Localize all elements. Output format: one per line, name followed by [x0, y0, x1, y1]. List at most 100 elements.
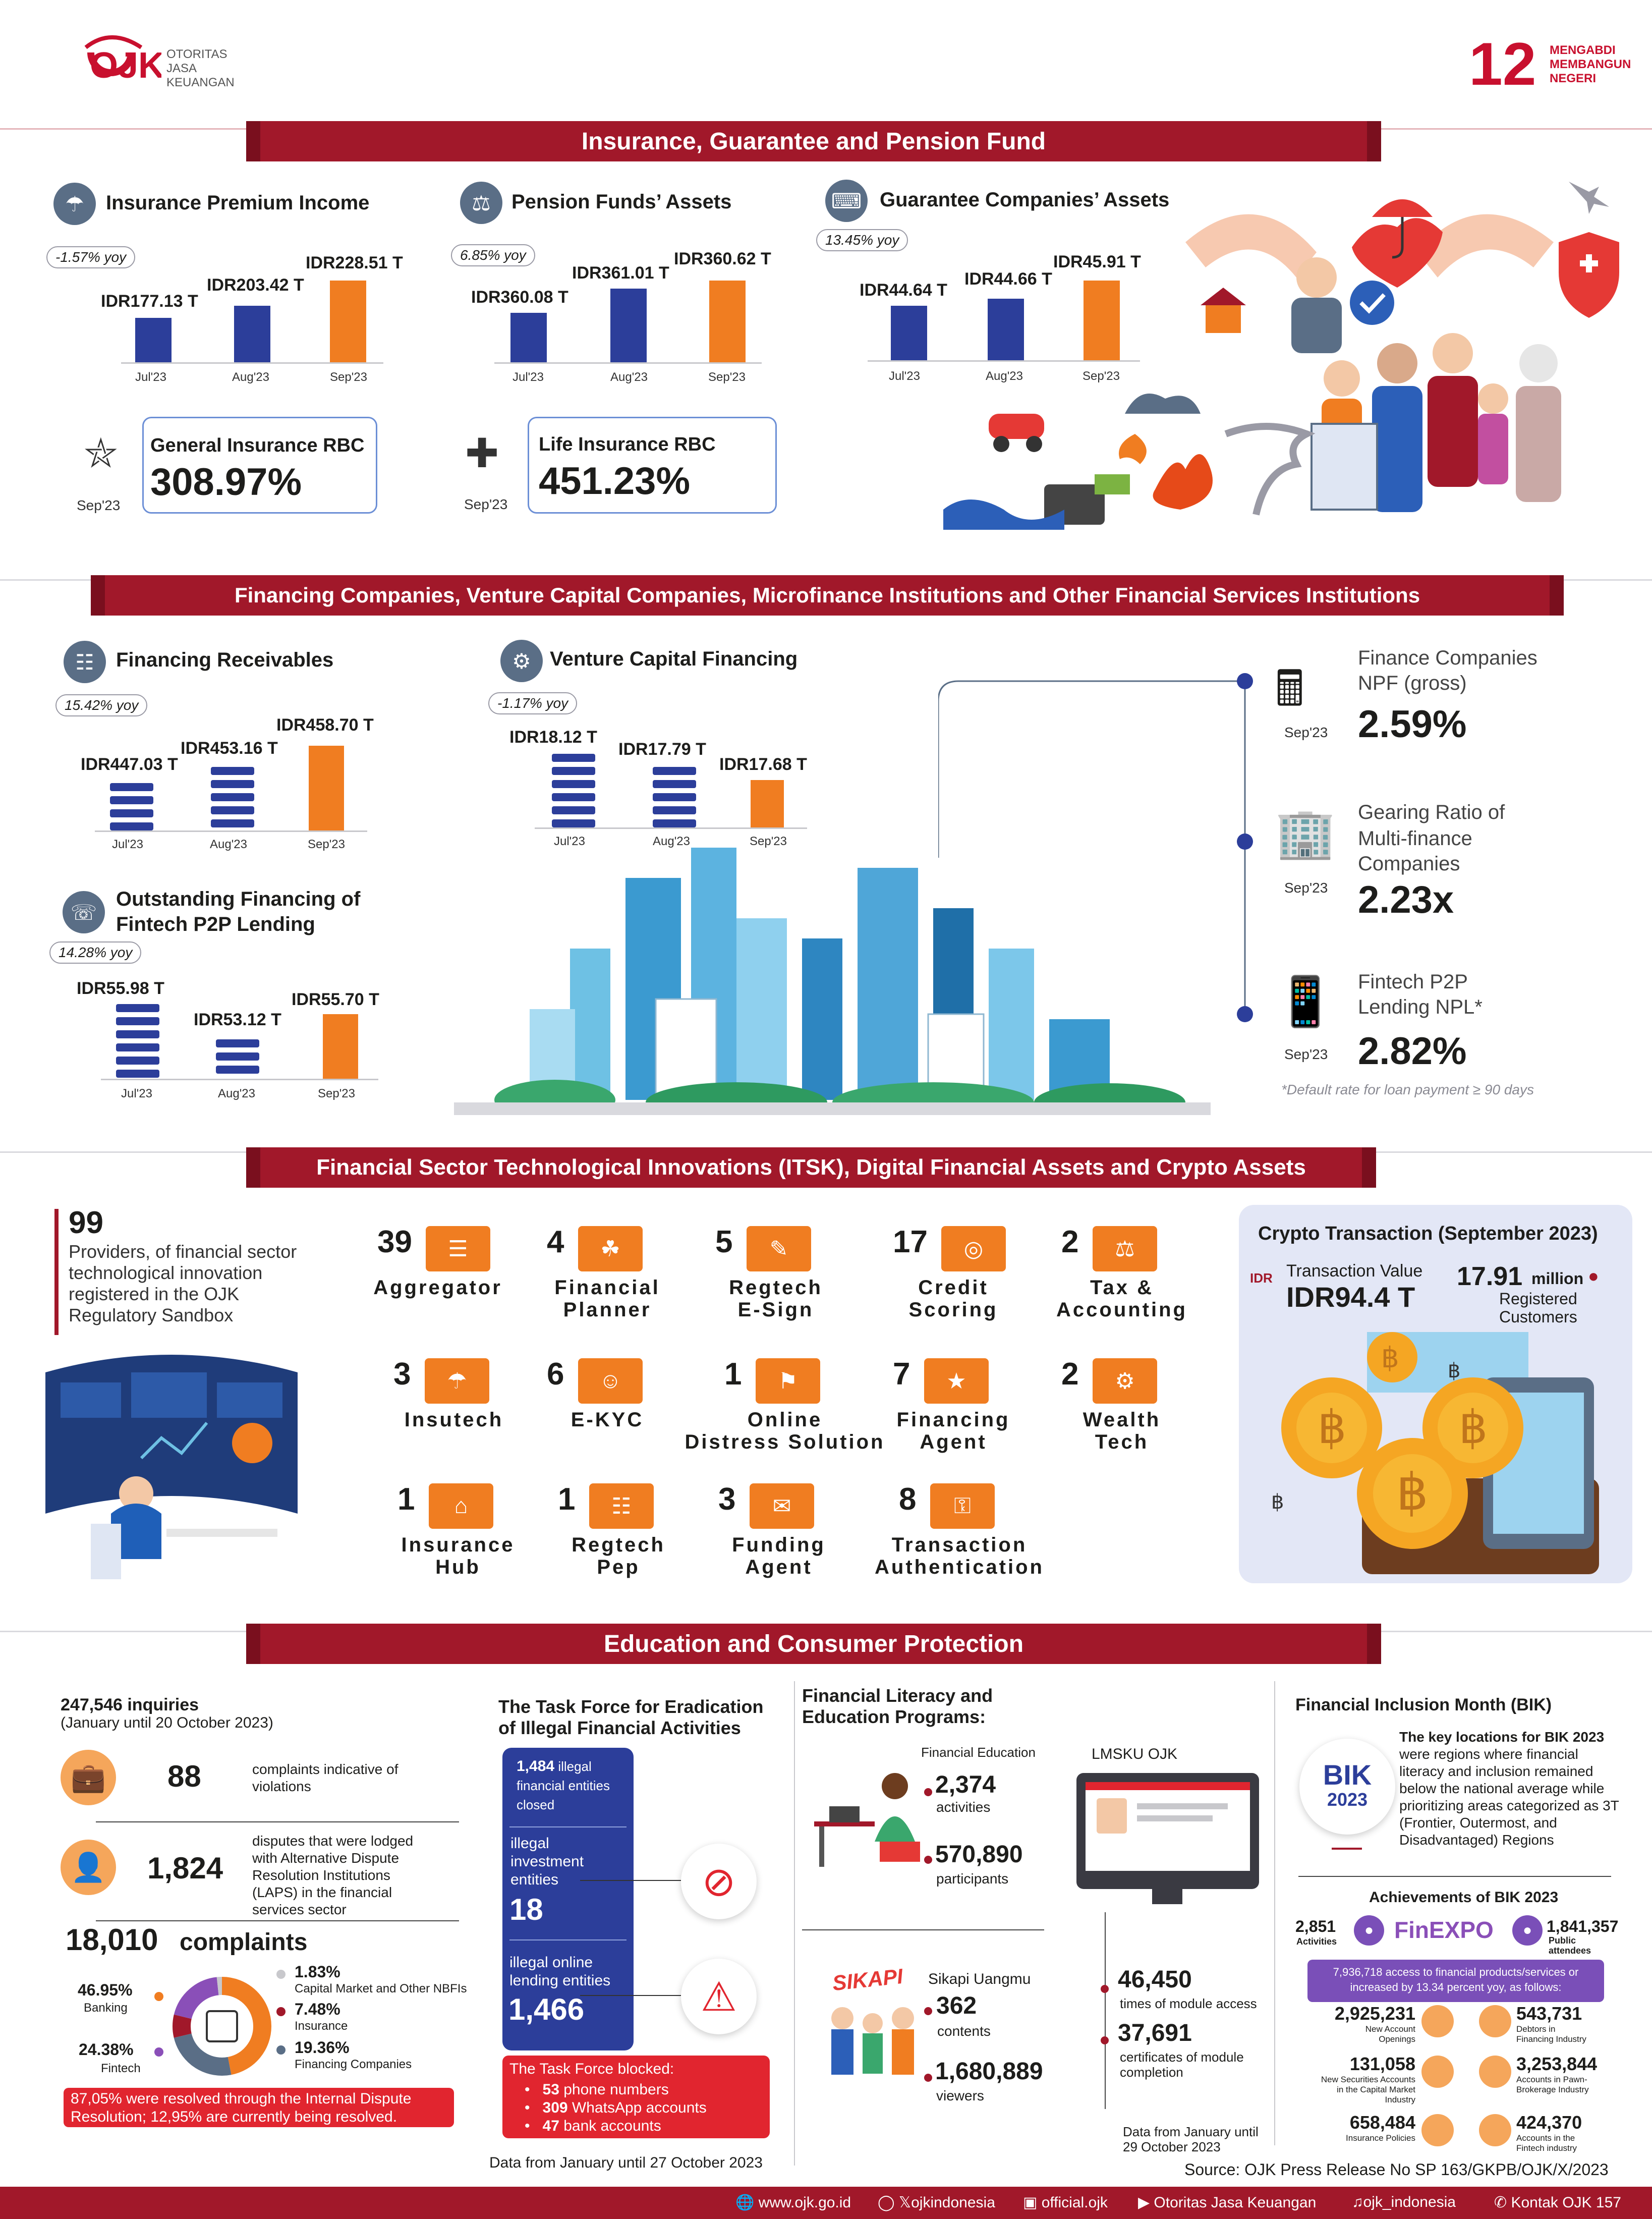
fintech-value-jul: IDR55.98 T — [77, 979, 164, 998]
receivables-month-jul: Jul'23 — [112, 838, 143, 851]
npf-month: Sep'23 — [1284, 725, 1328, 740]
c88-text-2: violations — [252, 1779, 311, 1794]
c1824-num: 1,824 — [147, 1851, 223, 1885]
fe-participants: 570,890 — [935, 1841, 1023, 1868]
anniversary-logo: 12 — [1469, 30, 1536, 98]
bik-stat-icon — [1479, 2056, 1511, 2088]
itsk-category-label: Regtech E-Sign — [665, 1277, 887, 1321]
bik-stat-label-1: Accounts in Pawn- — [1516, 2075, 1587, 2084]
guarantee-bar-aug — [988, 299, 1024, 360]
certificates-label-1: certificates of module — [1120, 2049, 1244, 2065]
itsk-label-line-1: Tax & — [1090, 1277, 1154, 1299]
bik-public: 1,841,357 — [1547, 1917, 1619, 1935]
sikapi-viewers: 1,680,889 — [935, 2058, 1043, 2085]
bik-stat-icon — [1421, 2005, 1454, 2037]
certificates: 37,691 — [1118, 2020, 1192, 2046]
bik-stat-label-2: Openings — [1379, 2034, 1415, 2044]
warning-phone-icon: ⚠ — [681, 1959, 757, 2034]
activities-icon: ● — [1354, 1915, 1384, 1946]
guarantee-yoy: 13.45% yoy — [816, 229, 908, 251]
itsk-label-line-1: Regtech — [572, 1534, 665, 1556]
footer-phone[interactable]: ✆ Kontak OJK 157 — [1494, 2194, 1621, 2211]
pension-bar-aug — [610, 289, 647, 362]
itsk-category-label: Insutech — [343, 1409, 565, 1431]
general-rbc-label: General Insurance RBC — [150, 435, 365, 456]
guarantee-value-aug: IDR44.66 T — [964, 269, 1052, 289]
bik-text-5: prioritizing areas categorized as 3T — [1399, 1798, 1619, 1813]
sikapi-family-illustration — [822, 1998, 923, 2089]
itsk-category-label: Online Distress Solution — [674, 1409, 896, 1453]
financing-pct: 19.36% — [295, 2038, 350, 2057]
crypto-cust-value: 17.91 — [1457, 1262, 1523, 1291]
itsk-category-icon: ⚿ — [930, 1483, 995, 1529]
premium-icon: ☂ — [53, 183, 96, 225]
pension-month-jul: Jul'23 — [512, 370, 544, 384]
footer-web[interactable]: 🌐 www.ojk.go.id — [735, 2194, 851, 2211]
itsk-count: 3 — [393, 1357, 411, 1392]
footer-facebook[interactable]: ▣ official.ojk — [1023, 2194, 1108, 2211]
providers-text-3: registered in the OJK — [69, 1284, 240, 1304]
svg-text:฿: ฿ — [1459, 1401, 1488, 1454]
sikapi-contents: 362 — [936, 1992, 977, 2019]
gearing-label-3: Companies — [1358, 853, 1460, 875]
providers-text-1: Providers, of financial sector — [69, 1241, 297, 1262]
itsk-category-label: Regtech Pep — [507, 1534, 729, 1578]
bik-stat-label-1: Accounts in the — [1516, 2133, 1575, 2143]
taskforce-title-2: of Illegal Financial Activities — [498, 1717, 741, 1738]
pension-bar-jul — [510, 313, 547, 362]
fintech-value-aug: IDR53.12 T — [194, 1010, 281, 1029]
itsk-label-line-2: Agent — [745, 1556, 813, 1578]
svg-text:฿: ฿ — [1448, 1359, 1460, 1382]
receivables-bar-sep — [309, 746, 344, 830]
itsk-category-icon: ☰ — [426, 1226, 490, 1271]
footer-x[interactable]: ◯ 𝕏ojkindonesia — [878, 2194, 995, 2211]
anniv-text-2: MEMBANGUN — [1550, 58, 1631, 71]
banking-label: Banking — [84, 2001, 128, 2015]
itsk-label-line-1: Insutech — [404, 1409, 504, 1431]
bik-public-label-2: attendees — [1549, 1946, 1591, 1956]
complaint-folder-icon: 💼 — [61, 1750, 116, 1805]
bik-stat-label-1: New Securities Accounts — [1321, 2075, 1415, 2084]
bik-badge: BIK 2023 — [1299, 1739, 1395, 1835]
pension-value-aug: IDR361.01 T — [572, 263, 669, 283]
complaints-label: complaints — [180, 1929, 308, 1956]
fintech-month-aug: Aug'23 — [218, 1087, 255, 1100]
connector-line — [938, 673, 1253, 1022]
itsk-label-line-1: Funding — [732, 1534, 826, 1556]
fintech-month-jul: Jul'23 — [121, 1087, 152, 1100]
bik-stat-label-1: Insurance Policies — [1346, 2133, 1415, 2143]
inquiries-period: (January until 20 October 2023) — [61, 1714, 273, 1731]
blocked-item-1: • 53 phone numbers — [525, 2081, 669, 2098]
itsk-label-line-2: Authentication — [875, 1556, 1044, 1578]
premium-value-jul: IDR177.13 T — [101, 292, 198, 311]
bitcoin-phone-illustration: ฿ ฿ ฿ ฿ ฿ ฿ — [1261, 1327, 1624, 1579]
life-rbc-month: Sep'23 — [464, 496, 508, 512]
venture-icon: ⚙ — [500, 640, 543, 682]
itsk-count: 5 — [715, 1225, 733, 1259]
bik-stat-value: 424,370 — [1516, 2112, 1582, 2133]
pension-bar-sep — [709, 281, 746, 362]
crypto-idr-icon: IDR — [1250, 1270, 1273, 1286]
calculator-coins-icon: 🖩 — [1275, 662, 1304, 716]
sikapi-title: Sikapi Uangmu — [928, 1971, 1031, 1987]
financing-label: Financing Companies — [295, 2058, 412, 2071]
bik-stat-value: 658,484 — [1349, 2112, 1415, 2133]
module-access-label: times of module access — [1120, 1996, 1257, 2011]
fintech-pct: 24.38% — [79, 2040, 134, 2059]
venture-value-sep: IDR17.68 T — [719, 755, 807, 774]
insurance-label: Insurance — [295, 2019, 348, 2033]
guarantee-bar-jul — [891, 306, 927, 360]
gearing-value: 2.23x — [1358, 878, 1454, 921]
closed-text-2: financial entities — [517, 1778, 610, 1793]
c1824-text-2: with Alternative Dispute — [252, 1850, 400, 1866]
footer-youtube[interactable]: ▶ Otoritas Jasa Keuangan — [1138, 2194, 1317, 2211]
sikapi-contents-label: contents — [937, 2023, 991, 2039]
inv-text-1: illegal — [510, 1835, 549, 1852]
receivables-yoy: 15.42% yoy — [55, 694, 148, 716]
pension-value-jul: IDR360.08 T — [471, 288, 568, 307]
footer-tiktok[interactable]: ♫ojk_indonesia — [1352, 2194, 1456, 2210]
receivables-icon: ☷ — [64, 641, 106, 683]
guarantee-month-sep: Sep'23 — [1083, 369, 1120, 383]
itsk-label-line-2: Distress Solution — [685, 1431, 885, 1453]
bik-text-3: literacy and inclusion remained — [1399, 1763, 1593, 1779]
